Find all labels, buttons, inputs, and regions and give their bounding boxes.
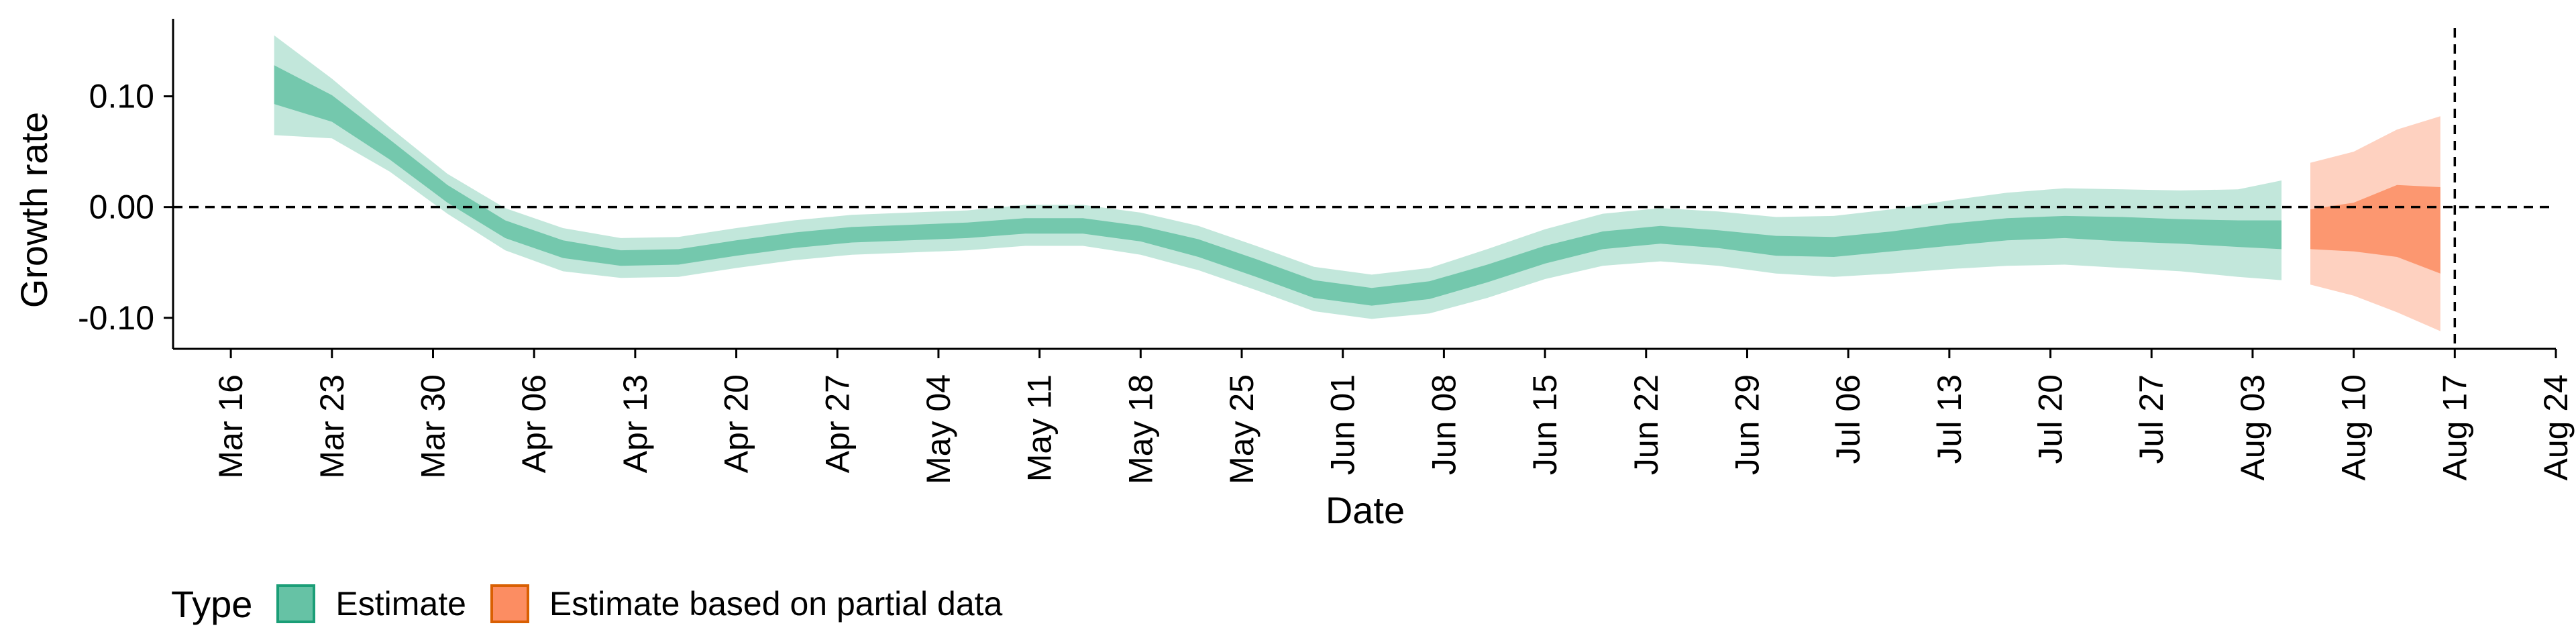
legend-title: Type bbox=[171, 582, 253, 625]
x-tick-label: Jul 27 bbox=[2133, 374, 2170, 464]
x-tick-label: Jun 08 bbox=[1425, 374, 1462, 475]
y-axis-title: Growth rate bbox=[13, 112, 55, 309]
legend-item-estimate: Estimate bbox=[276, 584, 466, 623]
x-tick-label: Jun 01 bbox=[1324, 374, 1362, 475]
x-tick-label: May 04 bbox=[920, 374, 957, 484]
x-tick-label: Jun 22 bbox=[1627, 374, 1665, 475]
y-tick-label: -0.10 bbox=[78, 299, 154, 337]
x-axis-title: Date bbox=[1326, 489, 1405, 531]
x-tick-label: May 18 bbox=[1122, 374, 1159, 484]
x-tick-label: Apr 13 bbox=[616, 374, 654, 473]
x-tick-label: Jun 29 bbox=[1729, 374, 1766, 475]
x-tick-label: Apr 20 bbox=[718, 374, 755, 473]
y-tick-label: 0.00 bbox=[89, 189, 154, 226]
x-tick-label: Jun 15 bbox=[1526, 374, 1564, 475]
x-tick-label: Apr 27 bbox=[818, 374, 856, 473]
legend-swatch-estimate bbox=[276, 584, 316, 623]
x-tick-label: Aug 10 bbox=[2335, 374, 2373, 480]
reference-lines bbox=[173, 28, 2556, 349]
x-tick-label: Aug 03 bbox=[2234, 374, 2271, 480]
axes bbox=[172, 19, 2556, 350]
x-tick-label: Jul 20 bbox=[2032, 374, 2070, 464]
legend-label-estimate: Estimate bbox=[335, 585, 466, 623]
x-tick-label: May 25 bbox=[1223, 374, 1260, 484]
x-tick-label: Apr 06 bbox=[515, 374, 553, 473]
legend: Type Estimate Estimate based on partial … bbox=[171, 577, 1026, 631]
x-tick-label: Mar 23 bbox=[313, 374, 351, 479]
x-tick-label: Aug 24 bbox=[2537, 374, 2575, 480]
x-tick-label: Jul 13 bbox=[1931, 374, 1968, 464]
x-tick-label: Mar 30 bbox=[415, 374, 452, 479]
band-50-estimate bbox=[274, 65, 2282, 306]
x-tick-label: Jul 06 bbox=[1829, 374, 1867, 464]
y-tick-label: 0.10 bbox=[89, 78, 154, 115]
legend-item-partial: Estimate based on partial data bbox=[490, 584, 1002, 623]
ticks: 0.10 0.00 -0.10 Mar 16 Mar 23 Mar 30 Apr 06 Apr… bbox=[78, 78, 2575, 484]
x-tick-label: Aug 17 bbox=[2436, 374, 2473, 480]
x-tick-label: Mar 16 bbox=[212, 374, 250, 479]
band-50-partial bbox=[2310, 184, 2440, 274]
legend-label-partial: Estimate based on partial data bbox=[549, 585, 1003, 623]
legend-swatch-partial bbox=[490, 584, 529, 623]
x-tick-label: May 11 bbox=[1021, 374, 1059, 482]
estimate-bands bbox=[274, 35, 2440, 331]
